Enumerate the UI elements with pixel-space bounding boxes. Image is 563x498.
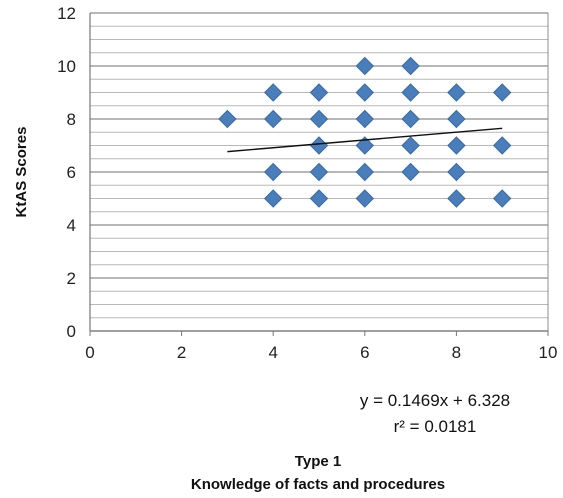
data-point — [447, 136, 466, 155]
y-axis-label: KtAS Scores — [13, 127, 30, 218]
data-point — [447, 189, 466, 208]
data-point — [492, 189, 512, 208]
data-point — [355, 109, 375, 129]
data-point — [355, 83, 375, 102]
x-tick-label: 8 — [452, 343, 461, 362]
data-point — [401, 162, 420, 182]
x-tick-label: 10 — [539, 343, 558, 362]
trendline-equation: y = 0.1469x + 6.328 — [360, 391, 510, 410]
y-tick-label: 12 — [57, 4, 76, 23]
x-tick-label: 4 — [268, 343, 277, 362]
data-point — [309, 189, 329, 208]
data-point — [263, 109, 283, 129]
data-point — [447, 162, 466, 182]
data-point — [218, 109, 237, 129]
y-tick-label: 4 — [67, 216, 76, 235]
data-point — [355, 136, 375, 155]
data-point — [355, 162, 375, 182]
y-tick-label: 10 — [57, 57, 76, 76]
trendline-group — [227, 127, 503, 153]
y-tick-labels: 0 2 4 6 8 10 12 — [57, 4, 76, 341]
data-point — [263, 162, 283, 182]
x-tick-label: 2 — [177, 343, 186, 362]
data-points — [218, 56, 512, 208]
data-point — [447, 83, 466, 102]
x-axis-label-line1: Type 1 — [295, 453, 341, 470]
r-squared-label: r² = 0.0181 — [394, 417, 477, 436]
data-point — [401, 83, 420, 102]
x-axis-label-line2: Knowledge of facts and procedures — [191, 476, 445, 493]
y-tick-label: 2 — [67, 269, 76, 288]
x-tick-labels: 0 2 4 6 8 10 — [85, 343, 557, 362]
axes — [89, 13, 549, 336]
data-point — [492, 83, 512, 102]
data-point — [263, 83, 283, 102]
data-point — [401, 56, 420, 76]
data-point — [263, 189, 283, 208]
data-point — [401, 136, 420, 155]
data-point — [355, 56, 375, 76]
data-point — [447, 109, 466, 129]
y-tick-label: 6 — [67, 163, 76, 182]
x-tick-label: 0 — [85, 343, 94, 362]
y-tick-label: 0 — [67, 322, 76, 341]
trendline — [227, 127, 503, 153]
x-tick-label: 6 — [360, 343, 369, 362]
data-point — [309, 136, 329, 155]
y-tick-label: 8 — [67, 110, 76, 129]
data-point — [355, 189, 375, 208]
data-point — [401, 109, 420, 129]
data-point — [492, 136, 512, 155]
data-point — [309, 162, 329, 182]
data-point — [309, 109, 329, 129]
data-point — [309, 83, 329, 102]
